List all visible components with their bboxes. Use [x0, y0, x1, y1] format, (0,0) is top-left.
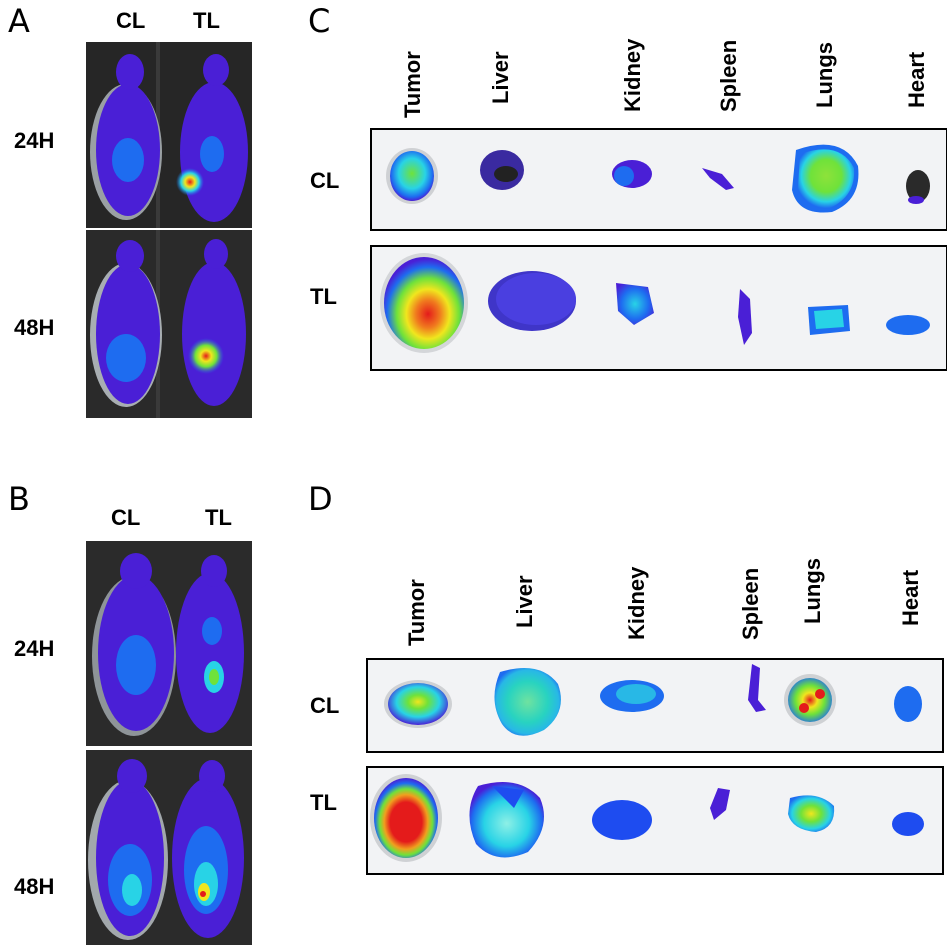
panel-d-organ-tumor: Tumor	[404, 579, 429, 646]
panel-label-c: C	[308, 2, 331, 40]
panel-a-row-24h: 24H	[14, 128, 55, 153]
panel-c-organ-liver: Liver	[488, 51, 513, 104]
panel-d-strip-cl	[366, 658, 944, 753]
panel-a-column-cl: CL	[116, 8, 146, 33]
panel-c-organ-spleen: Spleen	[716, 39, 741, 112]
panel-a-image-24h	[86, 42, 252, 228]
panel-label-d: D	[308, 480, 333, 518]
panel-c-organ-kidney: Kidney	[620, 38, 645, 112]
panel-d-organ-kidney: Kidney	[624, 566, 649, 640]
panel-c-strip-tl	[370, 245, 947, 371]
panel-b-column-tl: TL	[205, 505, 232, 530]
panel-d-organ-heart: Heart	[898, 569, 923, 626]
panel-d-row-tl: TL	[310, 790, 337, 815]
panel-d-organ-spleen: Spleen	[738, 567, 763, 640]
panel-a-image-48h	[86, 230, 252, 418]
panel-label-b: B	[8, 480, 30, 518]
panel-label-a: A	[8, 2, 30, 40]
panel-c-organ-lungs: Lungs	[812, 42, 837, 108]
panel-d-row-cl: CL	[310, 693, 340, 718]
panel-b-image-24h	[86, 541, 252, 746]
panel-d-organ-lungs: Lungs	[800, 558, 825, 624]
panel-b-image-48h	[86, 750, 252, 945]
panel-c-row-tl: TL	[310, 284, 337, 309]
panel-a-row-48h: 48H	[14, 315, 55, 340]
panel-b-column-cl: CL	[111, 505, 141, 530]
panel-c-organ-heart: Heart	[904, 51, 929, 108]
panel-a-column-tl: TL	[193, 8, 220, 33]
panel-c-row-cl: CL	[310, 168, 340, 193]
panel-b-row-48h: 48H	[14, 874, 55, 899]
panel-c-strip-cl	[370, 128, 947, 231]
panel-d-organ-liver: Liver	[512, 575, 537, 628]
panel-b-row-24h: 24H	[14, 636, 55, 661]
panel-d-strip-tl	[366, 766, 944, 875]
panel-c-organ-tumor: Tumor	[400, 51, 425, 118]
